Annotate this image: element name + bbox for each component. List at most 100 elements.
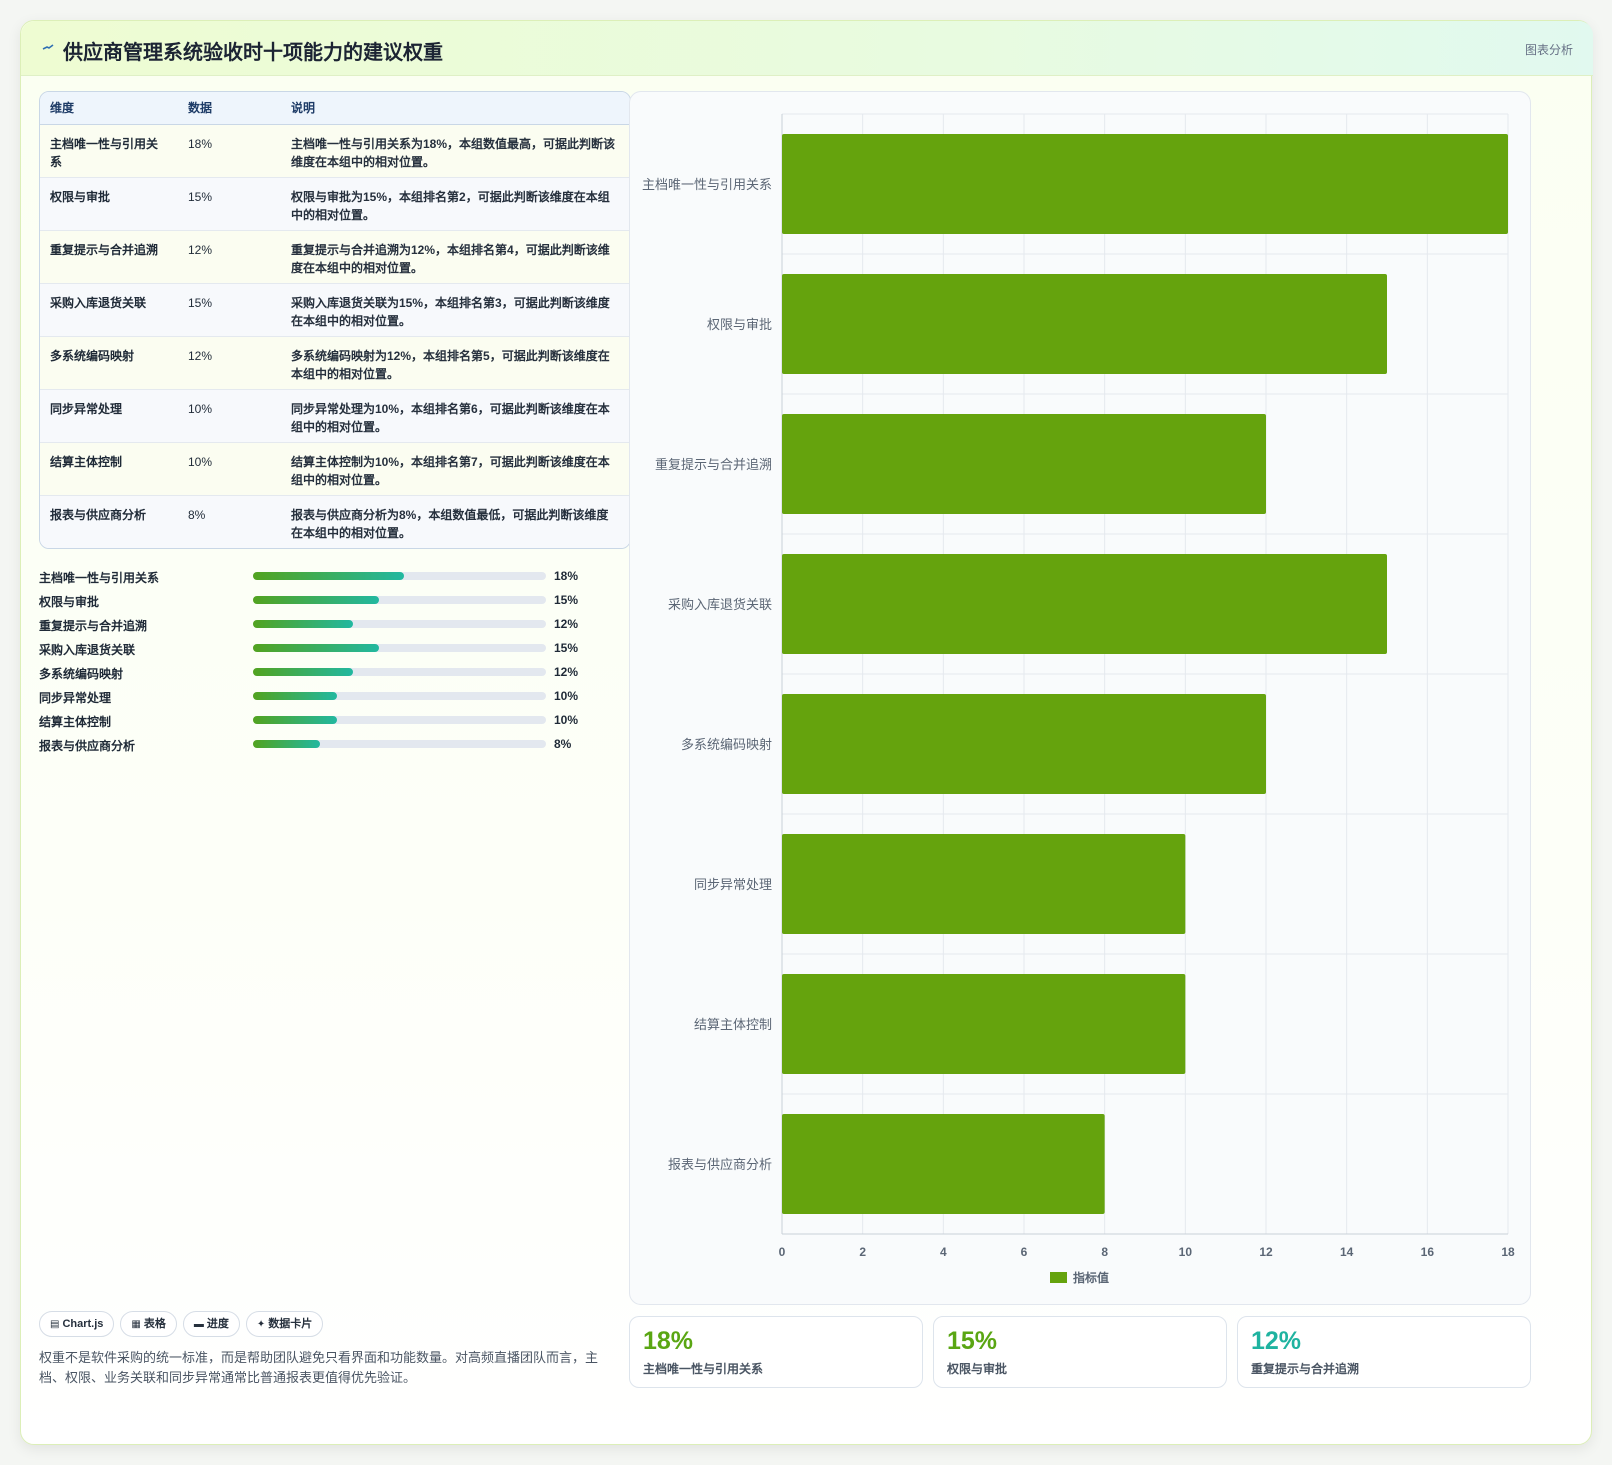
table-row: 报表与供应商分析 8% 报表与供应商分析为8%，本组数值最低，可据此判断该维度在本组… [40, 495, 630, 548]
progress-fill [253, 644, 379, 652]
bar[interactable] [782, 133, 1508, 235]
cell-note: 结算主体控制为10%，本组排名第7，可据此判断该维度在本组中的相对位置。 [281, 442, 630, 496]
progress-row: 权限与审批 15% [39, 590, 599, 614]
y-tick-label: 重复提示与合并追溯 [655, 457, 772, 472]
kpi-card-3: 12% 重复提示与合并追溯 [1237, 1316, 1531, 1388]
bar[interactable] [782, 273, 1387, 375]
bar-chart: 0 2 4 6 8 10 12 14 16 18 主档唯一性与引用关系权限与审批重复提示与合并追溯采… [642, 113, 1515, 1285]
progress-track [253, 668, 546, 676]
progress-value: 18% [554, 569, 579, 583]
progress-label: 结算主体控制 [39, 715, 112, 729]
progress-value: 15% [554, 593, 579, 607]
cell-note: 同步异常处理为10%，本组排名第6，可据此判断该维度在本组中的相对位置。 [281, 389, 630, 443]
bar-chart-panel: 0 2 4 6 8 10 12 14 16 18 主档唯一性与引用关系 权限与审批 重复提示与合并追溯采… [629, 91, 1531, 1305]
table-row: 重复提示与合并追溯 12% 重复提示与合并追溯为12%，本组排名第4，可据此判断该维… [40, 230, 630, 284]
kpi-card-1: 18% 主档唯一性与引用关系 [629, 1316, 923, 1388]
y-tick-label: 报表与供应商分析 [668, 1157, 772, 1172]
progress-row: 结算主体控制 10% [39, 710, 599, 734]
card-icon: ✦ [256, 1319, 266, 1330]
progress-track [253, 596, 546, 604]
progress-label: 主档唯一性与引用关系 [39, 571, 160, 585]
chip-label: 数据卡片 [268, 1318, 313, 1330]
y-tick-label: 采购入库退货关联 [668, 597, 772, 612]
progress-icon: ▬ [193, 1319, 204, 1330]
cell-dimension: 主档唯一性与引用关系 [40, 124, 178, 178]
legend-label: 指标值 [1073, 1270, 1109, 1285]
chip-label: Chart.js [62, 1318, 104, 1330]
x-tick-label: 8 [1101, 1245, 1108, 1259]
progress-fill [253, 668, 354, 676]
x-tick-label: 2 [859, 1245, 866, 1259]
cell-value: 18% [178, 124, 281, 178]
kpi-value: 18% [643, 1327, 694, 1355]
footnote: 权重不是软件采购的统一标准，而是帮助团队避免只看界面和功能数量。对高频直播团队而… [39, 1350, 599, 1385]
cell-dimension: 报表与供应商分析 [40, 495, 178, 548]
progress-track [253, 572, 546, 580]
progress-value: 10% [554, 689, 579, 703]
cell-value: 12% [178, 230, 281, 284]
x-tick-label: 14 [1340, 1245, 1354, 1259]
y-tick-label: 主档唯一性与引用关系 [642, 177, 772, 192]
progress-label: 权限与审批 [39, 595, 100, 609]
column-header-dimension: 维度 [40, 92, 178, 125]
cell-dimension: 多系统编码映射 [40, 336, 178, 390]
chip-chart[interactable]: ▤ Chart.js [39, 1311, 115, 1337]
progress-fill [253, 740, 320, 748]
table-icon: ▦ [131, 1319, 141, 1330]
legend-swatch[interactable] [1050, 1272, 1067, 1283]
table-header-row: 维度 数据 说明 [40, 92, 630, 125]
table-row: 同步异常处理 10% 同步异常处理为10%，本组排名第6，可据此判断该维度在本组中的… [40, 389, 630, 443]
kpi-value: 15% [947, 1327, 998, 1355]
progress-fill [253, 620, 354, 628]
progress-value: 10% [554, 713, 579, 727]
bar[interactable] [782, 413, 1266, 515]
table-row: 主档唯一性与引用关系 18% 主档唯一性与引用关系为18%，本组数值最高，可据此判断… [40, 124, 630, 178]
table-row: 结算主体控制 10% 结算主体控制为10%，本组排名第7，可据此判断该维度在本组中的… [40, 442, 630, 496]
progress-row: 报表与供应商分析 8% [39, 734, 599, 758]
bar[interactable] [782, 1113, 1105, 1215]
bar[interactable] [782, 553, 1387, 655]
chip-label: 表格 [143, 1318, 166, 1330]
chip-table[interactable]: ▦ 表格 [120, 1311, 177, 1337]
bar[interactable] [782, 973, 1186, 1075]
cell-value: 10% [178, 442, 281, 496]
progress-value: 8% [554, 737, 572, 751]
bar[interactable] [782, 693, 1266, 795]
cell-value: 12% [178, 336, 281, 390]
trend-icon [42, 44, 54, 50]
cell-value: 15% [178, 283, 281, 337]
cell-note: 报表与供应商分析为8%，本组数值最低，可据此判断该维度在本组中的相对位置。 [281, 495, 630, 548]
feature-chips: ▤ Chart.js ▦ 表格 ▬ 进度 ✦ 数据卡片 [39, 1311, 329, 1339]
column-header-data: 数据 [178, 92, 281, 125]
x-tick-label: 18 [1501, 1245, 1515, 1259]
cell-note: 权限与审批为15%，本组排名第2，可据此判断该维度在本组中的相对位置。 [281, 177, 630, 231]
chip-card[interactable]: ✦ 数据卡片 [245, 1311, 324, 1337]
x-tick-label: 0 [779, 1245, 786, 1259]
progress-label: 同步异常处理 [39, 691, 112, 705]
progress-track [253, 620, 546, 628]
kpi-card-2: 15% 权限与审批 [933, 1316, 1227, 1388]
chip-progress[interactable]: ▬ 进度 [182, 1311, 240, 1337]
progress-row: 重复提示与合并追溯 12% [39, 614, 599, 638]
cell-note: 多系统编码映射为12%，本组排名第5，可据此判断该维度在本组中的相对位置。 [281, 336, 630, 390]
cell-value: 15% [178, 177, 281, 231]
progress-value: 15% [554, 641, 579, 655]
progress-fill [253, 572, 404, 580]
cell-value: 8% [178, 495, 281, 548]
progress-label: 多系统编码映射 [39, 667, 124, 681]
progress-track [253, 644, 546, 652]
chip-label: 进度 [206, 1318, 229, 1330]
table-row: 权限与审批 15% 权限与审批为15%，本组排名第2，可据此判断该维度在本组中的相对… [40, 177, 630, 231]
chart-icon: ▤ [50, 1319, 60, 1330]
cell-dimension: 结算主体控制 [40, 442, 178, 496]
progress-row: 多系统编码映射 12% [39, 662, 599, 686]
kpi-value: 12% [1251, 1327, 1302, 1355]
header-tag: 图表分析 [1524, 43, 1573, 57]
y-tick-label: 同步异常处理 [694, 877, 772, 892]
column-header-note: 说明 [281, 92, 630, 125]
progress-list: 主档唯一性与引用关系 18% 权限与审批 15% 重复提示与合并追溯 12% 采购入库退货关… [39, 566, 599, 758]
progress-row: 同步异常处理 10% [39, 686, 599, 710]
bar[interactable] [782, 833, 1186, 935]
data-table: 维度 数据 说明 主档唯一性与引用关系 18% 主档唯一性与引用关系为18%，本组数… [39, 91, 631, 549]
cell-note: 重复提示与合并追溯为12%，本组排名第4，可据此判断该维度在本组中的相对位置。 [281, 230, 630, 284]
